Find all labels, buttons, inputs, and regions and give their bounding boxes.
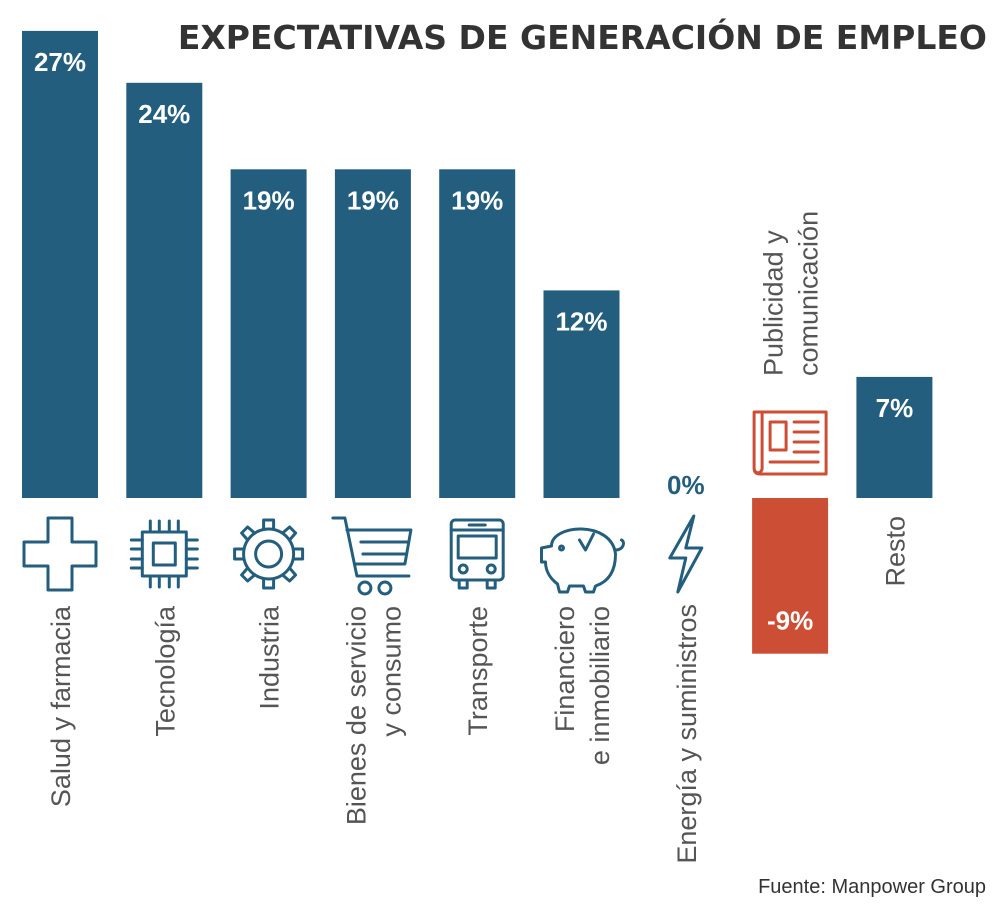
category-label-bienes-de-servicio-y-consumo: Bienes de servicio y consumo <box>341 606 406 825</box>
chart-title: EXPECTATIVAS DE GENERACIÓN DE EMPLEO <box>178 17 987 57</box>
value-label-publicidad-y-comunicacion: -9% <box>767 606 813 636</box>
value-label-tecnologia: 24% <box>138 99 190 129</box>
value-label-transporte: 19% <box>451 185 503 215</box>
gear-icon <box>233 518 305 590</box>
bar-publicidad-y-comunicacion <box>752 498 829 654</box>
icons-group <box>22 410 828 596</box>
value-label-financiero-e-inmobiliario: 12% <box>555 306 607 336</box>
bar-transporte <box>439 169 516 499</box>
category-label-industria: Industria <box>255 605 285 710</box>
category-label-transporte: Transporte <box>463 606 493 736</box>
cart-icon <box>331 516 413 596</box>
newspaper-icon <box>752 410 828 476</box>
category-label-financiero-e-inmobiliario: Financiero e inmobiliario <box>550 606 615 765</box>
value-label-industria: 19% <box>243 185 295 215</box>
chip-icon <box>129 519 199 589</box>
bus-icon <box>449 518 505 590</box>
piggy-bank-icon <box>540 527 625 594</box>
category-label-resto: Resto <box>880 516 910 587</box>
value-label-bienes-de-servicio-y-consumo: 19% <box>347 185 399 215</box>
value-label-energia-y-suministros: 0% <box>667 470 705 500</box>
category-label-salud-y-farmacia: Salud y farmacia <box>46 605 76 807</box>
bars-group <box>22 30 933 654</box>
bar-tecnologia <box>126 82 203 499</box>
bar-bienes-de-servicio-y-consumo <box>334 169 411 499</box>
value-label-resto: 7% <box>876 393 914 423</box>
source-note: Fuente: Manpower Group <box>758 876 986 898</box>
bar-financiero-e-inmobiliario <box>543 290 620 498</box>
bar-resto <box>856 376 933 498</box>
bar-salud-y-farmacia <box>22 30 98 499</box>
value-label-salud-y-farmacia: 27% <box>34 47 86 77</box>
category-label-energia-y-suministros: Energía y suministros <box>672 604 702 864</box>
value-labels-group: 27% 24% 19% 19% 19% 12% 0% -9% 7% <box>34 47 913 636</box>
category-label-publicidad-y-comunicacion: Publicidad y comunicación <box>759 211 824 376</box>
category-labels-group: Salud y farmacia Tecnología Industria Biene… <box>46 211 910 864</box>
bar-industria <box>230 169 307 499</box>
cross-icon <box>22 516 98 592</box>
lightning-icon <box>668 514 704 594</box>
category-label-tecnologia: Tecnología <box>150 605 180 737</box>
